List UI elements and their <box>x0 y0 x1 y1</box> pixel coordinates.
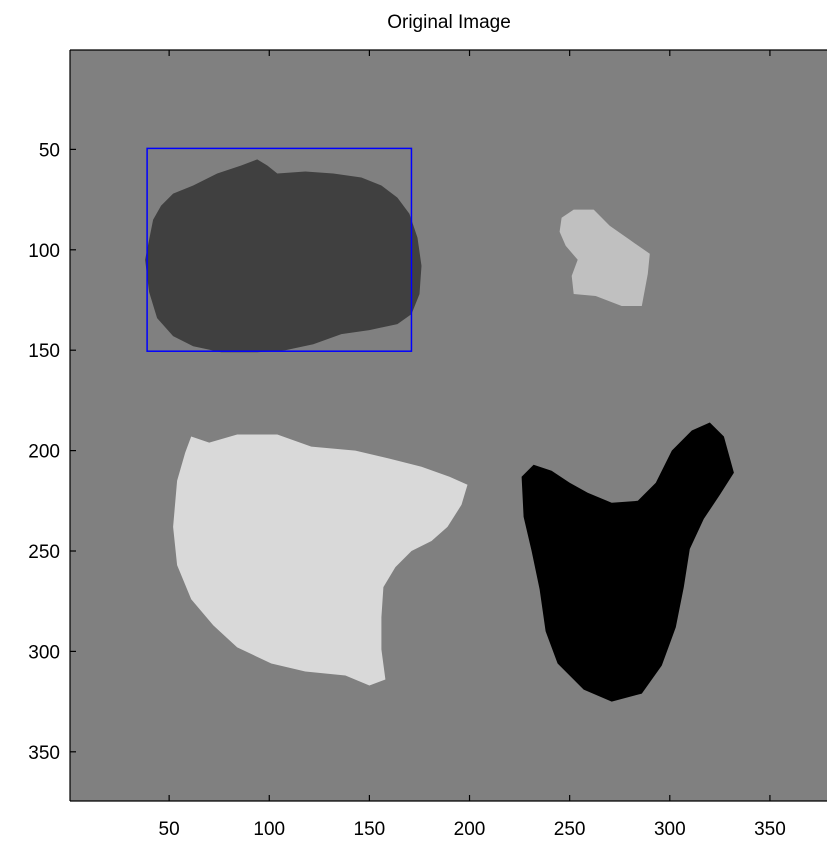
y-tick-label-100: 100 <box>28 241 60 262</box>
selection-rectangle <box>146 147 413 352</box>
x-tick-label-100: 100 <box>253 819 285 840</box>
image-region-1 <box>145 159 422 353</box>
image-background <box>70 50 827 801</box>
image-region-4 <box>521 422 734 702</box>
x-tick-label-200: 200 <box>454 819 486 840</box>
x-tick-label-250: 250 <box>554 819 586 840</box>
image-shapes <box>145 159 734 702</box>
x-tick-label-350: 350 <box>754 819 786 840</box>
y-tick-label-50: 50 <box>39 140 60 161</box>
plot-title: Original Image <box>387 12 511 33</box>
x-tick-label-50: 50 <box>159 819 180 840</box>
annotation-layer <box>146 147 413 352</box>
x-tick-label-150: 150 <box>354 819 386 840</box>
y-tick-label-200: 200 <box>28 442 60 463</box>
y-ticks: 50 100 150 200 250 300 350 <box>28 140 76 764</box>
image-region-2 <box>559 209 650 306</box>
x-tick-label-300: 300 <box>654 819 686 840</box>
axes <box>69 49 827 802</box>
x-ticks: 50 100 150 200 250 300 350 <box>159 50 786 840</box>
y-tick-label-250: 250 <box>28 542 60 563</box>
y-tick-label-350: 350 <box>28 743 60 764</box>
y-tick-label-150: 150 <box>28 341 60 362</box>
image-region-3 <box>173 434 468 686</box>
y-tick-label-300: 300 <box>28 642 60 663</box>
